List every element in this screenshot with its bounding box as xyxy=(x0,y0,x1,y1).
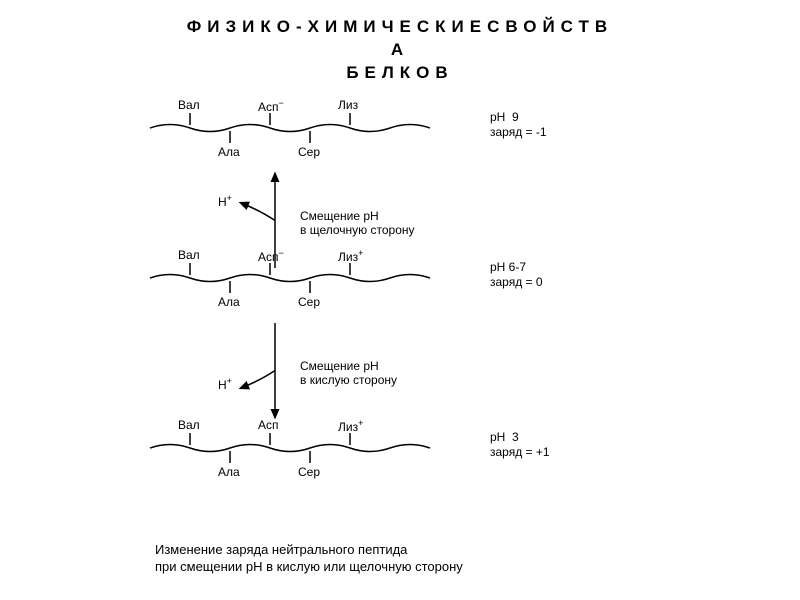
shift-note-2: в кислую сторону xyxy=(300,373,397,387)
charge-label: заряд = +1 xyxy=(490,445,550,459)
peptide-diagram: Вал Асп− Лиз Ала Сер pH 9заряд = -1 Вал Асп− Лиз… xyxy=(0,78,800,558)
ph-label: pH 3 xyxy=(490,430,519,444)
residue-label-top: Вал xyxy=(178,248,200,262)
residue-label-top: Лиз+ xyxy=(338,418,363,434)
residue-label-top: Вал xyxy=(178,98,200,112)
shift-note-2: в щелочную сторону xyxy=(300,223,415,237)
residue-label-bottom: Ала xyxy=(218,295,240,309)
proton-branch xyxy=(240,203,275,221)
diagram-caption: Изменение заряда нейтрального пептида пр… xyxy=(155,542,463,576)
title-line-1: ФИЗИКО-ХИМИЧЕСКИЕСВОЙСТВ xyxy=(187,17,613,36)
residue-label-top: Асп xyxy=(258,418,279,432)
ph-label: pH 9 xyxy=(490,110,519,124)
proton-label: H+ xyxy=(218,376,232,392)
caption-line-2: при смещении pH в кислую или щелочную ст… xyxy=(155,559,463,574)
residue-label-top: Лиз xyxy=(338,98,358,112)
residue-label-bottom: Ала xyxy=(218,465,240,479)
proton-label: H+ xyxy=(218,193,232,209)
shift-note-1: Смещение pH xyxy=(300,209,379,223)
residue-label-top: Лиз+ xyxy=(338,248,363,264)
ph-label: pH 6-7 xyxy=(490,260,526,274)
residue-label-bottom: Сер xyxy=(298,145,320,159)
shift-note-1: Смещение pH xyxy=(300,359,379,373)
page-title: ФИЗИКО-ХИМИЧЕСКИЕСВОЙСТВ А БЕЛКОВ xyxy=(0,0,800,85)
title-line-2: А xyxy=(391,40,409,59)
residue-label-bottom: Ала xyxy=(218,145,240,159)
charge-label: заряд = 0 xyxy=(490,275,543,289)
residue-label-top: Асп− xyxy=(258,98,284,114)
residue-label-bottom: Сер xyxy=(298,465,320,479)
proton-branch xyxy=(240,371,275,389)
peptide-chain xyxy=(150,275,430,282)
caption-line-1: Изменение заряда нейтрального пептида xyxy=(155,542,407,557)
peptide-chain xyxy=(150,125,430,132)
residue-label-top: Асп− xyxy=(258,248,284,264)
diagram-svg xyxy=(0,78,800,558)
residue-label-bottom: Сер xyxy=(298,295,320,309)
peptide-chain xyxy=(150,445,430,452)
charge-label: заряд = -1 xyxy=(490,125,547,139)
residue-label-top: Вал xyxy=(178,418,200,432)
